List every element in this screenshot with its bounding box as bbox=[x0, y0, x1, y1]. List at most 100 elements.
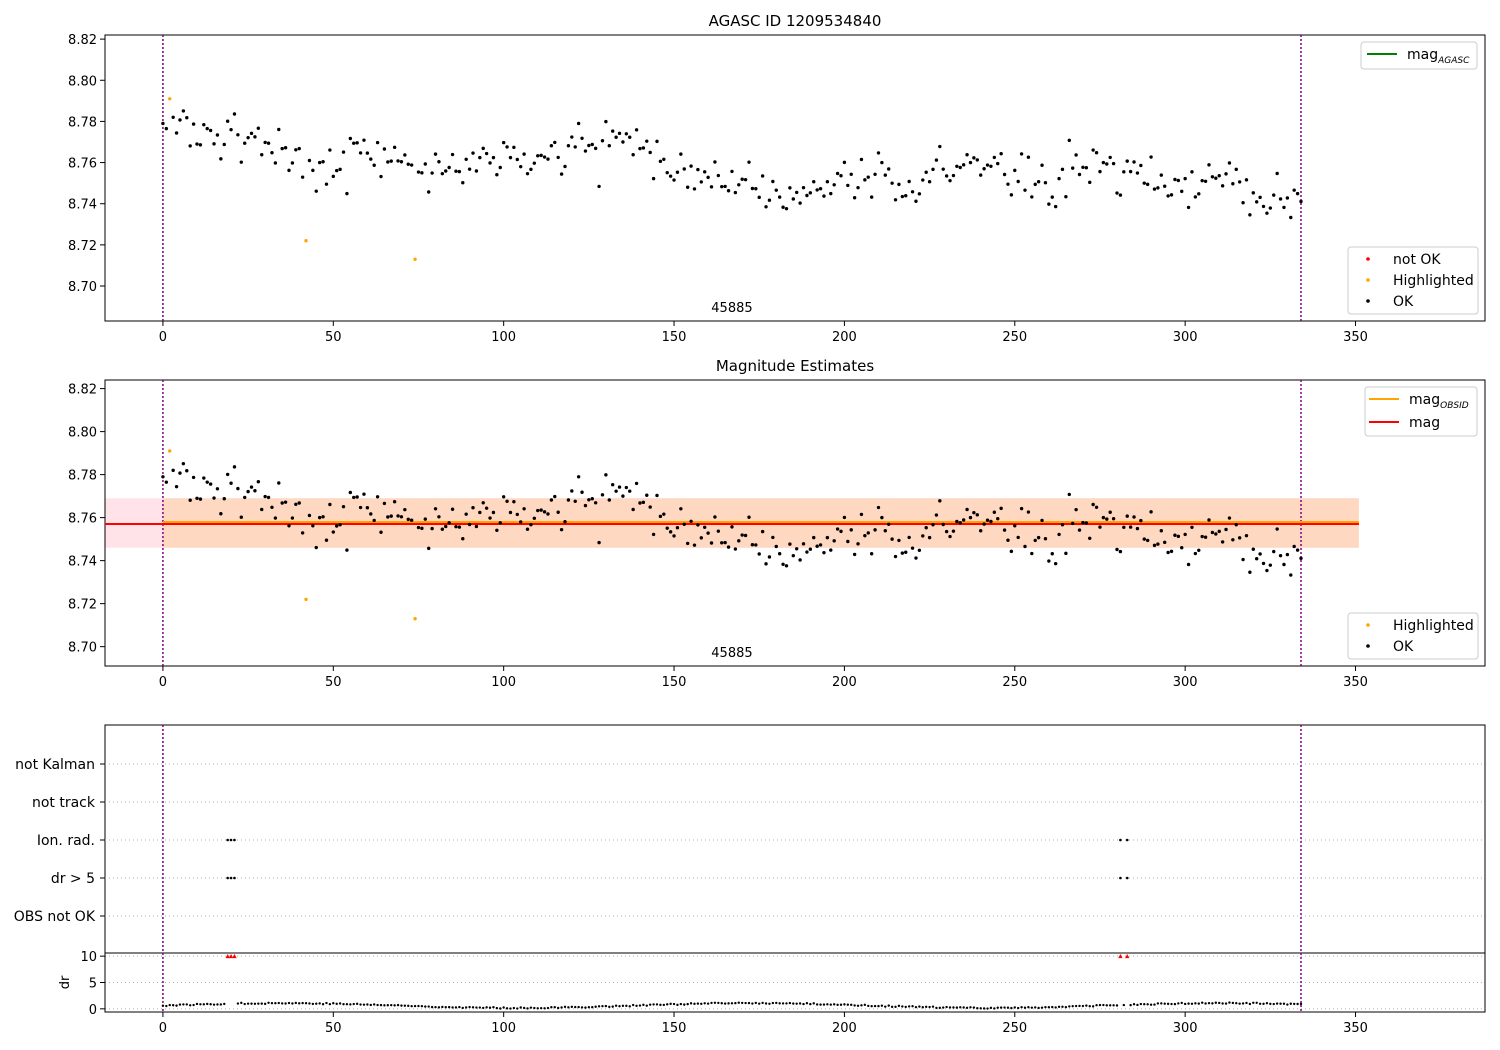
ok-point bbox=[1101, 515, 1106, 520]
dr-point bbox=[1115, 1004, 1119, 1007]
ok-point bbox=[1193, 551, 1198, 556]
ok-point bbox=[696, 167, 700, 172]
ok-point bbox=[784, 206, 789, 211]
ok-point bbox=[433, 152, 438, 156]
ok-point bbox=[699, 180, 703, 184]
ok-point bbox=[1265, 211, 1269, 215]
legend-not-ok-label: not OK bbox=[1393, 252, 1441, 268]
ok-point bbox=[1173, 533, 1177, 537]
ok-point bbox=[985, 518, 990, 522]
ok-point bbox=[256, 480, 261, 484]
ok-point bbox=[1200, 178, 1204, 183]
dr-point bbox=[860, 1004, 863, 1007]
y-tick-label: 8.78 bbox=[68, 115, 97, 130]
dr-clipped-marker bbox=[232, 953, 237, 959]
dr-point bbox=[1221, 1002, 1224, 1005]
ok-point bbox=[583, 149, 588, 153]
dr-point bbox=[863, 1003, 867, 1007]
dr-point bbox=[778, 1002, 781, 1005]
dr-clipped-marker bbox=[1125, 953, 1130, 959]
ok-point bbox=[1278, 197, 1283, 201]
ok-point bbox=[893, 198, 898, 202]
dr-point bbox=[594, 1005, 597, 1008]
dr-point bbox=[505, 1007, 509, 1010]
dr-point bbox=[1006, 1006, 1010, 1009]
ok-point bbox=[219, 512, 223, 516]
dr-point bbox=[815, 1003, 819, 1006]
dr-point bbox=[400, 1004, 403, 1007]
dr-point bbox=[873, 1004, 877, 1008]
ok-point bbox=[1183, 176, 1187, 181]
ok-point bbox=[658, 514, 663, 519]
ok-point bbox=[1255, 200, 1259, 204]
dr-point bbox=[1231, 1001, 1235, 1005]
dr-point bbox=[867, 1004, 870, 1008]
ok-point bbox=[338, 523, 342, 527]
ok-point bbox=[539, 508, 543, 512]
ok-point bbox=[880, 515, 884, 520]
dr-point bbox=[519, 1006, 522, 1009]
ok-point bbox=[379, 530, 383, 534]
ok-point bbox=[444, 169, 448, 173]
ok-point bbox=[917, 548, 922, 553]
ok-point bbox=[849, 528, 853, 532]
dr-point bbox=[471, 1006, 475, 1009]
dr-point bbox=[897, 1004, 901, 1008]
ok-point bbox=[890, 181, 894, 185]
ok-point bbox=[185, 469, 189, 473]
dr-point bbox=[826, 1003, 829, 1006]
dr-point bbox=[1081, 1004, 1085, 1008]
dr-point bbox=[614, 1004, 618, 1007]
ok-point bbox=[1081, 165, 1085, 170]
ok-point bbox=[812, 535, 816, 540]
ok-point bbox=[1118, 193, 1123, 197]
ok-point bbox=[283, 146, 288, 150]
ok-point bbox=[1241, 557, 1245, 562]
x-tick-label: 300 bbox=[1173, 1021, 1198, 1036]
ok-point bbox=[260, 153, 264, 157]
ok-point bbox=[464, 157, 468, 161]
ok-point bbox=[280, 501, 284, 505]
dr-clipped-marker bbox=[1118, 953, 1123, 959]
ok-point bbox=[208, 128, 213, 133]
dr-point bbox=[1204, 1002, 1207, 1005]
dr-point bbox=[850, 1003, 853, 1007]
ok-point bbox=[801, 542, 806, 546]
ok-point bbox=[1026, 510, 1031, 514]
dr-point bbox=[366, 1003, 369, 1006]
ok-point bbox=[1074, 153, 1078, 157]
panel-flags: not Kalman not track Ion. rad. dr > 5 OBS no… bbox=[14, 724, 1486, 954]
flag-label: not track bbox=[32, 795, 96, 811]
ok-point bbox=[737, 183, 741, 187]
y-tick-label: 8.76 bbox=[68, 157, 97, 172]
ok-point bbox=[403, 153, 407, 157]
dr-point bbox=[178, 1003, 182, 1006]
ok-point bbox=[944, 529, 949, 534]
dr-point bbox=[1102, 1003, 1105, 1007]
dr-point bbox=[659, 1003, 662, 1007]
dr-point bbox=[168, 1003, 171, 1007]
dr-point bbox=[686, 1002, 689, 1006]
dr-point bbox=[1282, 1002, 1286, 1005]
dr-point bbox=[625, 1004, 628, 1008]
dr-point bbox=[1160, 1002, 1163, 1005]
dr-point bbox=[437, 1006, 441, 1009]
dr-point bbox=[441, 1005, 444, 1009]
ok-point bbox=[260, 507, 264, 512]
ok-point bbox=[672, 534, 676, 538]
ok-point bbox=[348, 490, 353, 495]
legend-highlighted-swatch bbox=[1366, 278, 1370, 282]
ok-point bbox=[232, 465, 237, 469]
ok-point bbox=[1077, 528, 1082, 532]
ok-point bbox=[682, 522, 686, 526]
ok-point bbox=[638, 146, 642, 151]
ok-point bbox=[747, 515, 751, 519]
ok-point bbox=[999, 152, 1003, 156]
dr-point bbox=[1197, 1002, 1200, 1005]
dr-point bbox=[928, 1005, 931, 1009]
ok-point bbox=[202, 123, 206, 127]
ok-point bbox=[266, 141, 271, 145]
ok-point bbox=[1149, 155, 1153, 159]
ok-point bbox=[328, 148, 332, 152]
dr-point bbox=[1258, 1002, 1262, 1006]
